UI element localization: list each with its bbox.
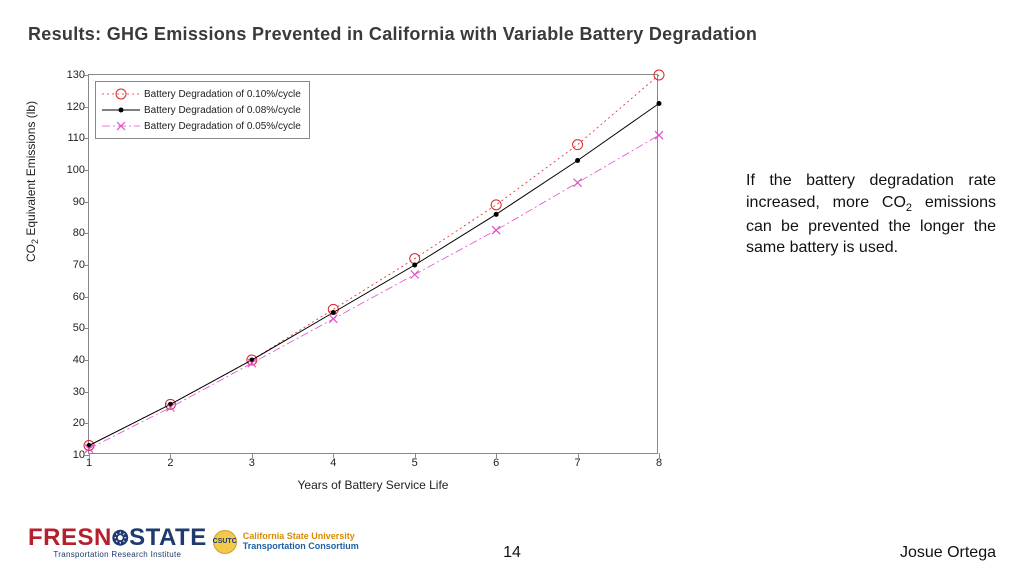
chart-container: CO2 Equivalent Emissions (lb) Battery De… — [28, 62, 678, 502]
author-name: Josue Ortega — [900, 544, 996, 562]
logo-state: STATE — [129, 524, 207, 551]
x-tick-label: 2 — [167, 457, 173, 469]
csutc-line2: Transportation Consortium — [243, 542, 359, 552]
legend-item: Battery Degradation of 0.10%/cycle — [102, 86, 301, 102]
legend: Battery Degradation of 0.10%/cycle Batter… — [95, 81, 310, 139]
x-tick-label: 4 — [330, 457, 336, 469]
x-axis-label: Years of Battery Service Life — [88, 478, 658, 492]
fresno-state-logo: FRESN❂STATE Transportation Research Inst… — [28, 524, 207, 559]
csutc-text: California State University Transportati… — [243, 532, 359, 552]
legend-label: Battery Degradation of 0.05%/cycle — [144, 121, 301, 132]
csutc-badge-icon: CSUTC — [213, 530, 237, 554]
logo-fresno: FRESN — [28, 524, 112, 551]
x-tick-label: 3 — [249, 457, 255, 469]
y-tick-label: 130 — [67, 69, 85, 81]
legend-item: Battery Degradation of 0.08%/cycle — [102, 102, 301, 118]
x-tick-label: 8 — [656, 457, 662, 469]
legend-label: Battery Degradation of 0.08%/cycle — [144, 105, 301, 116]
legend-item: Battery Degradation of 0.05%/cycle — [102, 118, 301, 134]
x-tick-label: 5 — [412, 457, 418, 469]
y-axis-label: CO2 Equivalent Emissions (lb) — [24, 101, 40, 262]
x-tick-label: 1 — [86, 457, 92, 469]
page-title: Results: GHG Emissions Prevented in Cali… — [28, 24, 757, 45]
y-tick-label: 120 — [67, 101, 85, 113]
explanatory-text: If the battery degradation rate increase… — [746, 170, 996, 259]
plot-area: Battery Degradation of 0.10%/cycle Batter… — [88, 74, 658, 454]
x-tick-label: 6 — [493, 457, 499, 469]
y-tick-label: 100 — [67, 164, 85, 176]
series — [87, 101, 662, 448]
x-tick-label: 7 — [575, 457, 581, 469]
y-tick-label: 110 — [67, 132, 85, 144]
page-number: 14 — [503, 544, 521, 562]
legend-label: Battery Degradation of 0.10%/cycle — [144, 89, 301, 100]
paw-icon: ❂ — [112, 528, 129, 550]
tri-subtitle: Transportation Research Institute — [28, 550, 207, 559]
footer: FRESN❂STATE Transportation Research Inst… — [28, 524, 996, 564]
